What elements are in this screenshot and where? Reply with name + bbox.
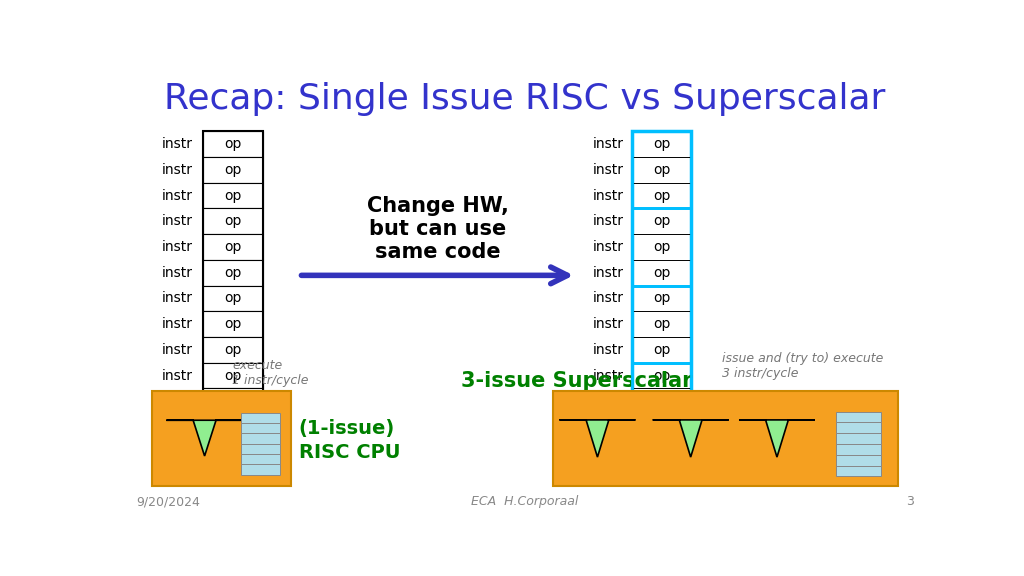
Text: 3-issue Superscalar: 3-issue Superscalar <box>462 371 693 391</box>
Bar <box>836 465 881 476</box>
Text: instr: instr <box>593 163 624 177</box>
Bar <box>632 131 691 209</box>
Text: op: op <box>653 188 671 203</box>
Text: execute
1 instr/cycle: execute 1 instr/cycle <box>232 359 309 387</box>
Text: op: op <box>653 266 671 280</box>
Text: op: op <box>224 240 242 254</box>
Text: op: op <box>653 420 671 434</box>
Bar <box>204 286 263 311</box>
Bar <box>204 209 263 234</box>
Text: op: op <box>653 395 671 408</box>
Bar <box>553 391 898 486</box>
Bar <box>204 414 263 440</box>
Bar <box>241 454 280 464</box>
Text: op: op <box>653 317 671 331</box>
Bar <box>836 422 881 433</box>
Text: 3: 3 <box>906 495 913 508</box>
Text: op: op <box>653 240 671 254</box>
Text: op: op <box>653 214 671 228</box>
Bar <box>241 444 280 454</box>
Text: op: op <box>224 369 242 382</box>
Text: instr: instr <box>593 317 624 331</box>
Text: instr: instr <box>162 188 194 203</box>
Bar <box>204 337 263 363</box>
Text: instr: instr <box>162 369 194 382</box>
Text: instr: instr <box>162 420 194 434</box>
Text: op: op <box>653 291 671 305</box>
Text: instr: instr <box>593 137 624 151</box>
Text: 9/20/2024: 9/20/2024 <box>136 495 200 508</box>
Text: instr: instr <box>593 188 624 203</box>
Bar <box>204 260 263 286</box>
Bar <box>836 433 881 444</box>
Text: op: op <box>653 343 671 357</box>
Text: op: op <box>224 291 242 305</box>
Text: instr: instr <box>593 291 624 305</box>
Text: op: op <box>224 395 242 408</box>
Bar <box>204 388 263 414</box>
Text: instr: instr <box>593 420 624 434</box>
Text: op: op <box>224 343 242 357</box>
Text: op: op <box>224 420 242 434</box>
Text: instr: instr <box>593 240 624 254</box>
Bar <box>204 157 263 183</box>
Text: op: op <box>653 137 671 151</box>
Text: instr: instr <box>162 163 194 177</box>
Bar <box>836 412 881 422</box>
Bar <box>836 444 881 455</box>
Text: instr: instr <box>162 343 194 357</box>
Text: instr: instr <box>593 266 624 280</box>
Bar <box>632 286 691 363</box>
Text: op: op <box>224 137 242 151</box>
Text: instr: instr <box>593 369 624 382</box>
Bar <box>241 433 280 444</box>
Text: Recap: Single Issue RISC vs Superscalar: Recap: Single Issue RISC vs Superscalar <box>164 82 886 116</box>
Text: op: op <box>224 163 242 177</box>
Bar <box>204 363 263 388</box>
Text: instr: instr <box>162 266 194 280</box>
Text: ECA  H.Corporaal: ECA H.Corporaal <box>471 495 579 508</box>
Bar <box>204 234 263 260</box>
Text: op: op <box>224 188 242 203</box>
Text: op: op <box>653 369 671 382</box>
Bar <box>152 391 291 486</box>
Text: op: op <box>224 317 242 331</box>
Text: op: op <box>224 266 242 280</box>
Text: op: op <box>653 163 671 177</box>
Bar <box>204 131 263 440</box>
Text: RISC CPU: RISC CPU <box>299 443 400 462</box>
Text: (1-issue): (1-issue) <box>299 419 395 438</box>
Text: instr: instr <box>162 395 194 408</box>
Text: issue and (try to) execute
3 instr/cycle: issue and (try to) execute 3 instr/cycle <box>722 353 884 380</box>
Text: instr: instr <box>593 214 624 228</box>
Polygon shape <box>166 420 243 456</box>
Text: instr: instr <box>593 343 624 357</box>
Bar <box>241 423 280 433</box>
Bar <box>204 311 263 337</box>
Text: instr: instr <box>162 240 194 254</box>
Bar <box>632 209 691 286</box>
Polygon shape <box>559 420 636 457</box>
Text: instr: instr <box>162 214 194 228</box>
Bar <box>241 464 280 475</box>
Text: Change HW,
but can use
same code: Change HW, but can use same code <box>367 196 509 262</box>
Text: instr: instr <box>162 137 194 151</box>
Text: instr: instr <box>162 291 194 305</box>
Text: instr: instr <box>162 317 194 331</box>
Bar <box>204 183 263 209</box>
Text: instr: instr <box>593 395 624 408</box>
Bar <box>241 412 280 423</box>
Bar <box>836 455 881 465</box>
Polygon shape <box>739 420 815 457</box>
Polygon shape <box>652 420 729 457</box>
Text: op: op <box>224 214 242 228</box>
Bar <box>632 363 691 440</box>
Bar <box>632 131 691 440</box>
Bar <box>204 131 263 157</box>
